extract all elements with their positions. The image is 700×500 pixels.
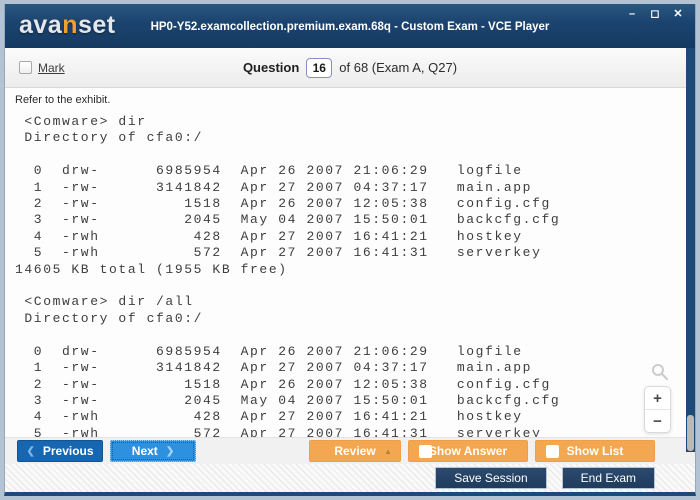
previous-button-label: Previous — [42, 444, 94, 458]
show-list-button[interactable]: Show List — [535, 440, 655, 462]
question-number-input[interactable] — [306, 57, 333, 78]
show-answer-label: Show Answer — [428, 444, 508, 458]
window-controls: – ◻ ✕ — [625, 7, 685, 21]
close-icon[interactable]: ✕ — [673, 8, 683, 20]
magnifier-icon[interactable] — [651, 363, 669, 381]
zoom-in-button[interactable]: + — [645, 387, 670, 410]
footer-bar: Save Session End Exam — [5, 464, 695, 492]
zoom-out-button[interactable]: − — [653, 412, 662, 430]
maximize-icon[interactable]: ◻ — [650, 8, 660, 20]
review-button-label: Review — [334, 444, 376, 458]
show-list-label: Show List — [566, 444, 624, 458]
nav-bar: ❮ Previous Next ❯ Review ▲ Show Answer S… — [5, 437, 695, 464]
logo-text-left: ava — [19, 11, 63, 39]
minimize-icon[interactable]: – — [628, 8, 636, 20]
mark-label[interactable]: Mark — [38, 60, 65, 75]
window-body: avanset HP0-Y52.examcollection.premium.e… — [4, 4, 696, 496]
logo-text-right: set — [78, 11, 116, 39]
show-list-checkbox[interactable] — [546, 444, 559, 458]
scrollbar-thumb[interactable] — [687, 415, 694, 451]
title-bar: avanset HP0-Y52.examcollection.premium.e… — [5, 4, 695, 48]
chevron-right-icon: ❯ — [165, 445, 175, 457]
triangle-up-icon: ▲ — [384, 446, 392, 456]
review-button[interactable]: Review ▲ — [309, 440, 401, 462]
avanset-logo: avanset — [19, 11, 116, 40]
next-button-label: Next — [131, 444, 158, 458]
logo-accent-letter: n — [62, 11, 78, 39]
show-answer-button[interactable]: Show Answer — [408, 440, 528, 462]
exhibit-intro: Refer to the exhibit. — [15, 94, 111, 106]
mark-checkbox[interactable] — [19, 61, 32, 74]
scrollbar-track[interactable] — [686, 48, 695, 452]
previous-button[interactable]: ❮ Previous — [17, 440, 103, 462]
save-session-label: Save Session — [454, 471, 528, 485]
end-exam-button[interactable]: End Exam — [561, 467, 655, 489]
window-title: HP0-Y52.examcollection.premium.exam.68q … — [150, 21, 550, 33]
chevron-left-icon: ❮ — [26, 445, 35, 457]
question-suffix: of 68 (Exam A, Q27) — [339, 60, 458, 75]
end-exam-label: End Exam — [580, 471, 636, 485]
zoom-panel: + − — [644, 386, 671, 433]
console-output: <Comware> dir Directory of cfa0:/ 0 drw-… — [15, 114, 561, 437]
mark-group: Mark — [19, 61, 65, 75]
question-label: Question — [242, 60, 300, 75]
save-session-button[interactable]: Save Session — [435, 467, 547, 489]
question-bar: Mark Question of 68 (Exam A, Q27) — [5, 48, 695, 88]
show-answer-checkbox[interactable] — [419, 444, 432, 458]
question-position: Question of 68 (Exam A, Q27) — [5, 57, 695, 78]
next-button[interactable]: Next ❯ — [110, 440, 196, 462]
exhibit-area: Refer to the exhibit. <Comware> dir Dire… — [5, 88, 695, 437]
